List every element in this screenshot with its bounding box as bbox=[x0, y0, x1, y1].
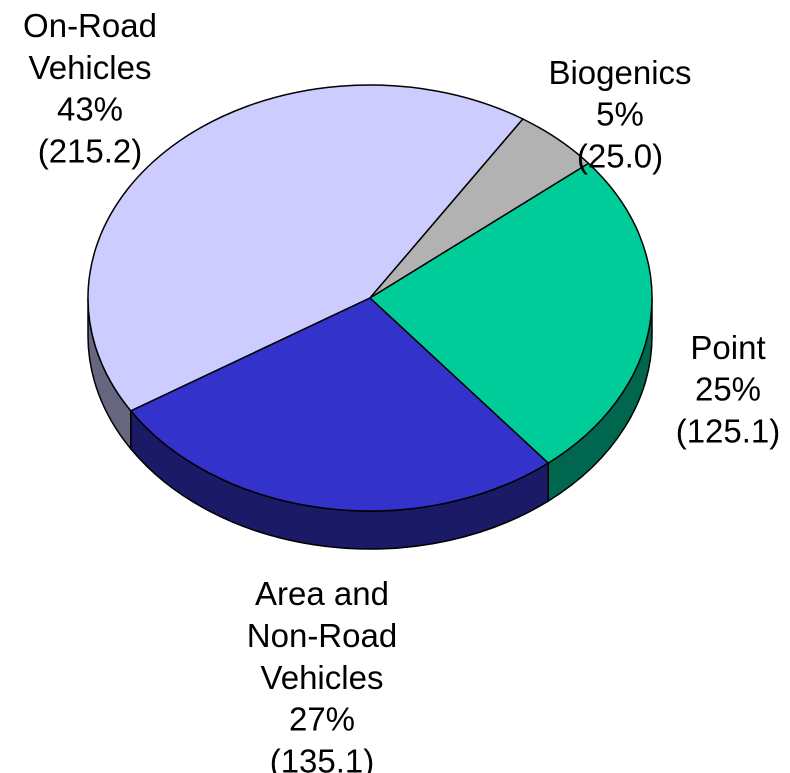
slice bbox=[129, 297, 550, 512]
percent-label: 27% bbox=[289, 701, 355, 738]
slice-label: Biogenics bbox=[548, 54, 691, 91]
slice-label-line: On-Road bbox=[23, 7, 157, 44]
amount-label: (215.2) bbox=[38, 133, 143, 170]
slice bbox=[368, 162, 653, 465]
slice-label: Point bbox=[690, 329, 765, 366]
slice-label: On-Road Vehicles bbox=[23, 7, 157, 86]
amount-label: (125.1) bbox=[676, 413, 781, 450]
percent-label: 25% bbox=[695, 371, 761, 408]
percent-label: 5% bbox=[596, 96, 644, 133]
slice-label-line: Biogenics bbox=[548, 54, 691, 91]
amount-label: (25.0) bbox=[577, 138, 663, 175]
slice-label: Area and Non-Road Vehicles bbox=[247, 575, 397, 696]
slice-label-line: Point bbox=[690, 329, 765, 366]
slice-label-line: Non-Road bbox=[247, 617, 397, 654]
slice bbox=[87, 84, 525, 412]
slice-label-line: Area and bbox=[255, 575, 389, 612]
slice-label-line: Vehicles bbox=[261, 659, 384, 696]
slice-label-line: Vehicles bbox=[29, 49, 152, 86]
percent-label: 43% bbox=[57, 91, 123, 128]
amount-label: (135.1) bbox=[270, 743, 375, 773]
